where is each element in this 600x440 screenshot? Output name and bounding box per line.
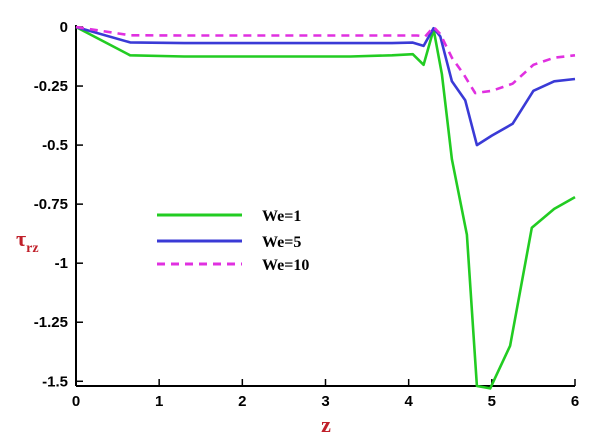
plot-frame [75,25,575,387]
series-line-we1 [75,25,576,390]
x-tick-label: 5 [488,393,496,410]
legend: We=1 We=5 We=10 [157,208,309,274]
series-layer [75,25,576,390]
x-tick-label: 1 [155,393,163,410]
x-tick-label: 6 [571,393,579,410]
y-tick-label: -0.75 [34,196,68,213]
legend-label-we1: We=1 [262,208,301,225]
x-axis-ticks: 0 1 2 3 4 5 6 [72,379,579,410]
y-tick-label: -1 [55,255,68,272]
y-axis-title: τrz [16,226,39,256]
x-axis-title: z [321,412,331,437]
series-line-we10 [75,25,576,95]
y-tick-label: -0.5 [42,137,68,154]
y-axis-title-main: τ [16,226,26,251]
y-tick-label: -0.25 [34,78,68,95]
y-axis-title-sub: rz [26,241,38,256]
y-tick-label: -1.5 [42,373,68,390]
legend-label-we10: We=10 [262,257,309,274]
x-tick-label: 3 [321,393,329,410]
legend-label-we5: We=5 [262,234,301,251]
y-tick-label: -1.25 [34,314,68,331]
x-tick-label: 4 [404,393,413,410]
x-tick-label: 2 [238,393,246,410]
y-tick-label: 0 [60,19,68,36]
y-axis-ticks: 0 -0.25 -0.5 -0.75 -1 -1.25 -1.5 [34,19,83,390]
series-line-we5 [75,25,576,147]
x-tick-label: 0 [72,393,80,410]
